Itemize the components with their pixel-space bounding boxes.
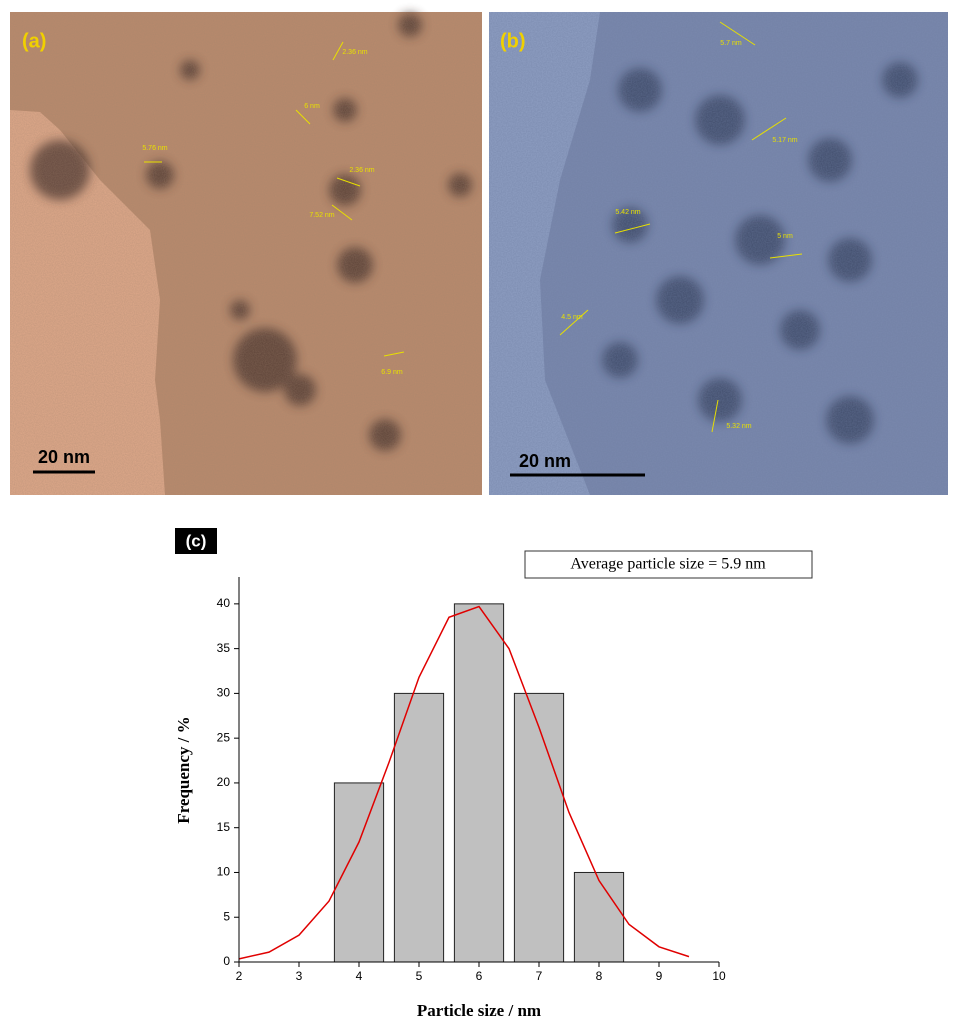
measure-label: 5 nm (777, 233, 793, 240)
bar (454, 604, 503, 962)
figure: (a) 20 nm 2.36 nm 6 nm 5.76 nm 2.36 nm 7.52 nm… (0, 0, 957, 1024)
measure-label: 5.32 nm (726, 423, 751, 430)
y-tick-label: 20 (217, 775, 231, 789)
measure-label: 5.42 nm (615, 209, 640, 216)
measure-label: 6 nm (304, 103, 320, 110)
y-tick-label: 25 (217, 730, 231, 744)
y-tick-label: 35 (217, 641, 231, 655)
scale-bar-label: 20 nm (38, 447, 90, 467)
measure-label: 6.9 nm (381, 369, 403, 376)
measure-label: 7.52 nm (309, 212, 334, 219)
x-tick-label: 3 (296, 969, 303, 983)
x-axis-label: Particle size / nm (417, 1001, 541, 1020)
y-tick-label: 5 (223, 909, 230, 923)
y-tick-label: 30 (217, 686, 231, 700)
x-tick-label: 2 (236, 969, 243, 983)
measure-label: 2.36 nm (342, 49, 367, 56)
measure-label: 5.17 nm (772, 137, 797, 144)
x-tick-label: 8 (596, 969, 603, 983)
y-tick-label: 15 (217, 820, 231, 834)
page: {"panels": [ {"label": "(a)", "scale_bar… (0, 0, 957, 1024)
y-tick-label: 10 (217, 865, 231, 879)
bar (574, 872, 623, 962)
bar (514, 693, 563, 962)
measure-label: 5.76 nm (142, 145, 167, 152)
y-axis-label: Frequency / % (174, 716, 193, 823)
panel-label: (c) (186, 531, 207, 550)
measure-label: 4.5 nm (561, 314, 583, 321)
tem-image-b (489, 12, 948, 495)
y-tick-label: 40 (217, 596, 231, 610)
annotation: Average particle size = 5.9 nm (570, 556, 766, 573)
panel-label: (b) (500, 30, 526, 52)
y-tick-label: 0 (223, 954, 230, 968)
bar (394, 693, 443, 962)
measure-label: 2.36 nm (349, 167, 374, 174)
panel-label: (a) (22, 30, 46, 52)
tem-image-a (10, 12, 482, 495)
scale-bar-label: 20 nm (519, 451, 571, 471)
x-tick-label: 10 (712, 969, 726, 983)
x-tick-label: 6 (476, 969, 483, 983)
bar (334, 783, 383, 962)
x-tick-label: 9 (656, 969, 663, 983)
measure-label: 5.7 nm (720, 40, 742, 47)
x-tick-label: 7 (536, 969, 543, 983)
x-tick-label: 5 (416, 969, 423, 983)
x-tick-label: 4 (356, 969, 363, 983)
